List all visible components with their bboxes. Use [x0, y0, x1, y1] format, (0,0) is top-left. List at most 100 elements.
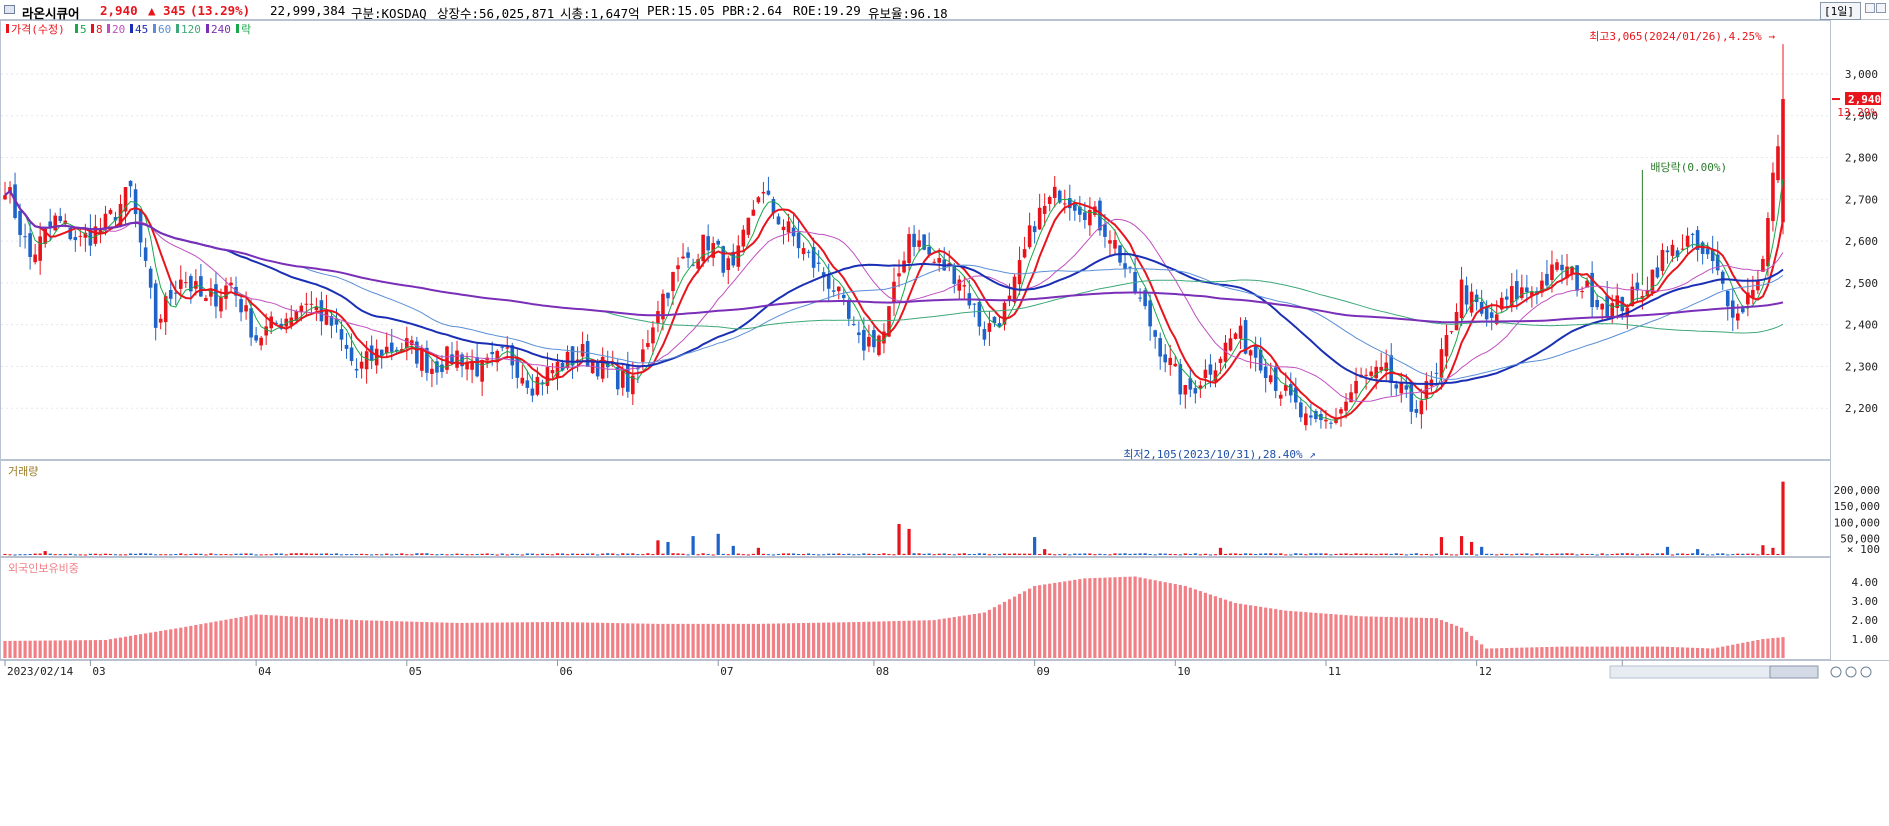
foreign-ownership-bar — [822, 622, 826, 658]
chart-menu-icon[interactable] — [4, 5, 15, 14]
dividend-label: 배당락(0.00%) — [1650, 161, 1727, 174]
foreign-ownership-bar — [1480, 644, 1484, 658]
candle-body — [1600, 303, 1604, 310]
volume-bar — [601, 553, 605, 555]
candle-body — [1761, 258, 1765, 272]
volume-bar — [1464, 553, 1469, 555]
candle-body — [1268, 375, 1273, 383]
legend-swatch — [206, 24, 209, 33]
volume-bar — [671, 553, 675, 555]
candle-body — [1429, 379, 1434, 387]
candle-body — [1655, 267, 1660, 278]
volume-bar — [932, 554, 936, 556]
volume-series — [3, 481, 1785, 556]
volume-bar — [771, 554, 776, 556]
candle-body — [641, 349, 645, 362]
foreign-ownership-bar — [259, 614, 263, 658]
candle-body — [68, 228, 73, 240]
candle-body — [23, 236, 27, 238]
foreign-ownership-bar — [545, 622, 550, 658]
candle-body — [882, 331, 886, 344]
foreign-ownership-bar — [194, 625, 198, 658]
foreign-ownership-bar — [1254, 606, 1258, 658]
foreign-ownership-bar — [897, 620, 901, 658]
candle-body — [1073, 204, 1077, 211]
candle-body — [761, 191, 766, 194]
volume-bar — [244, 553, 248, 555]
candle-body — [359, 361, 364, 369]
foreign-ownership-bar — [1696, 647, 1700, 658]
candle-body — [1108, 240, 1112, 244]
candle-body — [1208, 364, 1213, 375]
volume-bar — [1454, 554, 1459, 556]
volume-bar — [1083, 553, 1087, 555]
volume-bar — [144, 553, 148, 555]
volume-bar — [269, 554, 273, 556]
volume-bar — [430, 554, 434, 556]
volume-bar — [1334, 553, 1338, 555]
volume-bar — [606, 553, 610, 555]
volume-bar — [1143, 553, 1147, 555]
candle-body — [1158, 338, 1162, 357]
volume-bar — [1414, 553, 1418, 555]
candle-body — [450, 354, 454, 364]
foreign-ownership-bar — [721, 623, 725, 658]
foreign-ownership-bar — [631, 623, 635, 658]
zoom-reset-icon[interactable] — [1860, 666, 1872, 678]
foreign-ownership-bar — [902, 620, 906, 658]
x-axis-label: 05 — [409, 665, 422, 678]
volume-bar — [1349, 554, 1353, 556]
foreign-ownership-bar — [827, 622, 831, 658]
foreign-ownership-bar — [1098, 577, 1102, 658]
foreign-ownership-bar — [927, 620, 931, 658]
zoom-in-icon[interactable] — [1830, 666, 1842, 678]
volume-bar — [525, 553, 529, 555]
foreign-ownership-bar — [1540, 647, 1544, 658]
candle-body — [33, 254, 37, 263]
zoom-slider[interactable] — [1769, 665, 1819, 679]
foreign-ownership-bar — [380, 620, 384, 658]
stock-name[interactable]: 라온시큐어 — [22, 6, 80, 21]
candle-body — [1098, 200, 1102, 231]
foreign-ownership-bar — [601, 622, 605, 658]
volume-bar — [992, 554, 997, 556]
candle-body — [1007, 295, 1012, 301]
candle-body — [1027, 225, 1032, 248]
stock-chart[interactable]: 2,200 2,300 2,400 2,500 2,600 2,700 2,800 2,900… — [0, 20, 1889, 826]
volume-bar — [1766, 553, 1770, 555]
volume-bar — [1640, 553, 1644, 555]
volume-bar — [3, 553, 7, 555]
horizontal-scrollbar[interactable] — [1609, 665, 1781, 679]
foreign-ownership-bar — [495, 622, 499, 658]
foreign-ownership-bar — [1419, 617, 1423, 658]
foreign-ownership-bar — [13, 640, 17, 658]
candle-body — [1741, 308, 1745, 313]
candle-body — [731, 251, 736, 266]
volume-bar — [741, 554, 745, 556]
candle-body — [1148, 300, 1152, 327]
candle-body — [1771, 172, 1775, 222]
close-icon[interactable] — [1876, 3, 1886, 13]
candle-body — [1188, 378, 1193, 390]
volume-bar — [1324, 553, 1328, 555]
foreign-ownership-bar — [169, 629, 173, 658]
period-selector[interactable]: [1일] — [1820, 2, 1861, 20]
minimize-icon[interactable] — [1865, 3, 1875, 13]
volume-bar — [987, 554, 992, 556]
foreign-ownership-bar — [1274, 609, 1278, 658]
foreign-ownership-bar — [1525, 647, 1529, 658]
candle-body — [545, 367, 550, 386]
candle-body — [415, 341, 419, 364]
foreign-ownership-bar — [942, 618, 946, 658]
legend-label: 8 — [96, 23, 103, 36]
foreign-ownership-bar — [1475, 640, 1479, 658]
candle-body — [846, 299, 851, 319]
candle-body — [93, 226, 98, 244]
foreign-ownership-bar — [1354, 615, 1358, 658]
candle-body — [173, 292, 178, 294]
zoom-out-icon[interactable] — [1845, 666, 1857, 678]
candle-body — [1078, 206, 1082, 215]
foreign-ownership-bar — [88, 640, 92, 658]
volume-bar — [219, 554, 223, 556]
candle-body — [736, 245, 741, 267]
